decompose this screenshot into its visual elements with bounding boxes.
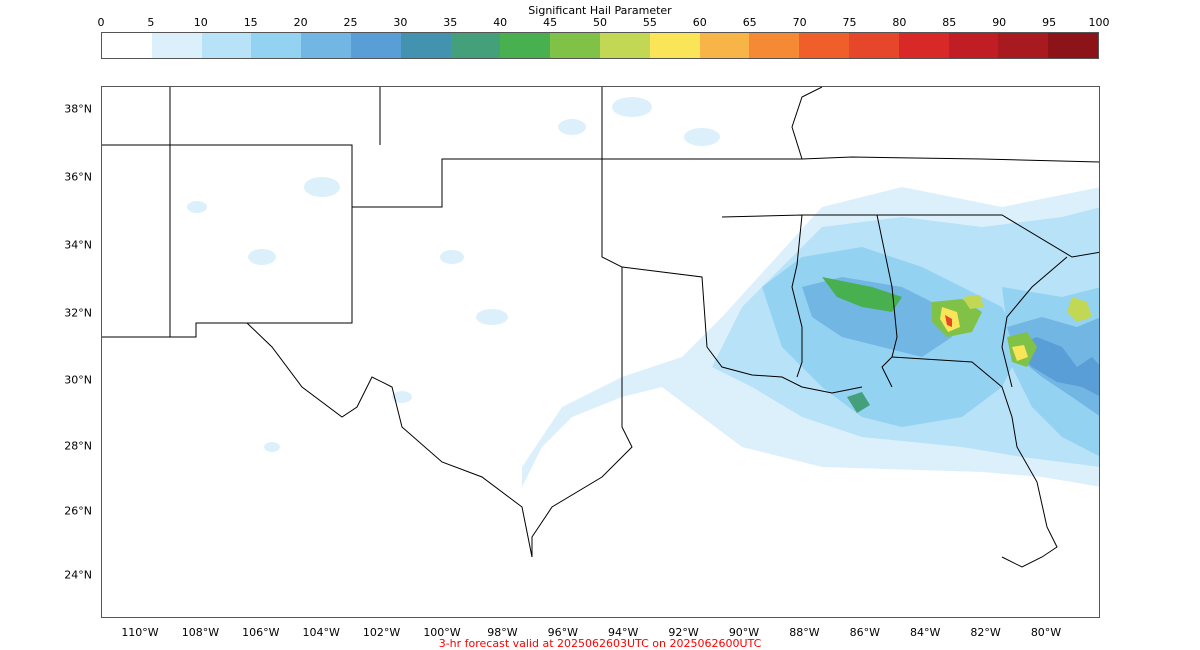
colorbar-tick-label: 65 [742,16,757,29]
colorbar-tick-label: 60 [692,16,707,29]
colorbar-tick-label: 55 [642,16,657,29]
latitude-label: 36°N [64,170,92,184]
colorbar-segment [699,33,750,58]
colorbar-tick-label: 40 [493,16,508,29]
longitude-label: 94°W [608,626,639,639]
colorbar-segment [201,33,252,58]
latitude-label: 30°N [64,373,92,387]
colorbar-tick-label: 30 [393,16,408,29]
longitude-label: 104°W [302,626,340,639]
colorbar-tick-label: 45 [543,16,558,29]
longitude-label: 108°W [181,626,220,639]
colorbar-tick-label: 100 [1088,16,1110,29]
longitude-label: 90°W [728,626,760,639]
colorbar-tick-label: 15 [243,16,258,29]
colorbar-segment [948,33,999,58]
colorbar-segment [550,33,600,58]
longitude-label: 82°W [970,626,1001,639]
colorbar-segment [848,33,899,58]
colorbar-segment [599,33,650,58]
hail-map [102,87,1099,568]
colorbar-title: Significant Hail Parameter [528,4,672,17]
latitude-label: 28°N [64,439,92,453]
longitude-label: 106°W [242,626,280,639]
longitude-label: 98°W [487,626,518,639]
colorbar-segment [799,33,849,58]
colorbar-tick-label: 50 [593,16,607,29]
colorbar-segment [301,33,351,58]
colorbar-segment [151,33,202,58]
colorbar-tick-label: 35 [443,16,458,29]
colorbar-tick-label: 0 [97,16,105,29]
colorbar-tick-label: 80 [892,16,907,29]
colorbar-tick-label: 20 [293,16,308,29]
shading-field [522,187,1099,487]
latitude-label: 34°N [64,238,92,252]
colorbar-segment [1048,33,1098,58]
colorbar-tick-label: 90 [992,16,1007,29]
longitude-label: 102°W [362,626,401,639]
longitude-label: 96°W [547,626,578,639]
scattered-shading [187,97,720,452]
map-panel [101,86,1100,618]
colorbar-segment [102,33,152,58]
latitude-label: 26°N [64,504,92,518]
longitude-label: 92°W [668,626,699,639]
longitude-label: 110°W [121,626,159,639]
longitude-label: 80°W [1030,626,1062,639]
longitude-label: 88°W [789,626,820,639]
longitude-label: 100°W [423,626,461,639]
colorbar-tick-label: 85 [942,16,957,29]
colorbar-tick-label: 10 [193,16,208,29]
colorbar-segment [649,33,700,58]
boundaries [102,87,1099,568]
colorbar-tick-label: 95 [1042,16,1057,29]
forecast-footer: 3-hr forecast valid at 2025062603UTC on … [438,637,762,650]
colorbar-tick-label: 70 [792,16,807,29]
latitude-label: 38°N [64,102,92,116]
latitude-label: 32°N [64,306,92,320]
colorbar-segment [998,33,1049,58]
colorbar-segment [400,33,451,58]
colorbar-segment [251,33,302,58]
longitude-label: 86°W [849,626,880,639]
colorbar [101,32,1099,59]
colorbar-segment [450,33,501,58]
colorbar-tick-label: 5 [147,16,155,29]
longitude-label: 84°W [910,626,941,639]
colorbar-tick-label: 75 [842,16,857,29]
colorbar-segment [749,33,800,58]
colorbar-segment [898,33,949,58]
colorbar-segment [350,33,401,58]
colorbar-tick-label: 25 [343,16,358,29]
colorbar-segment [500,33,551,58]
latitude-label: 24°N [64,568,92,582]
